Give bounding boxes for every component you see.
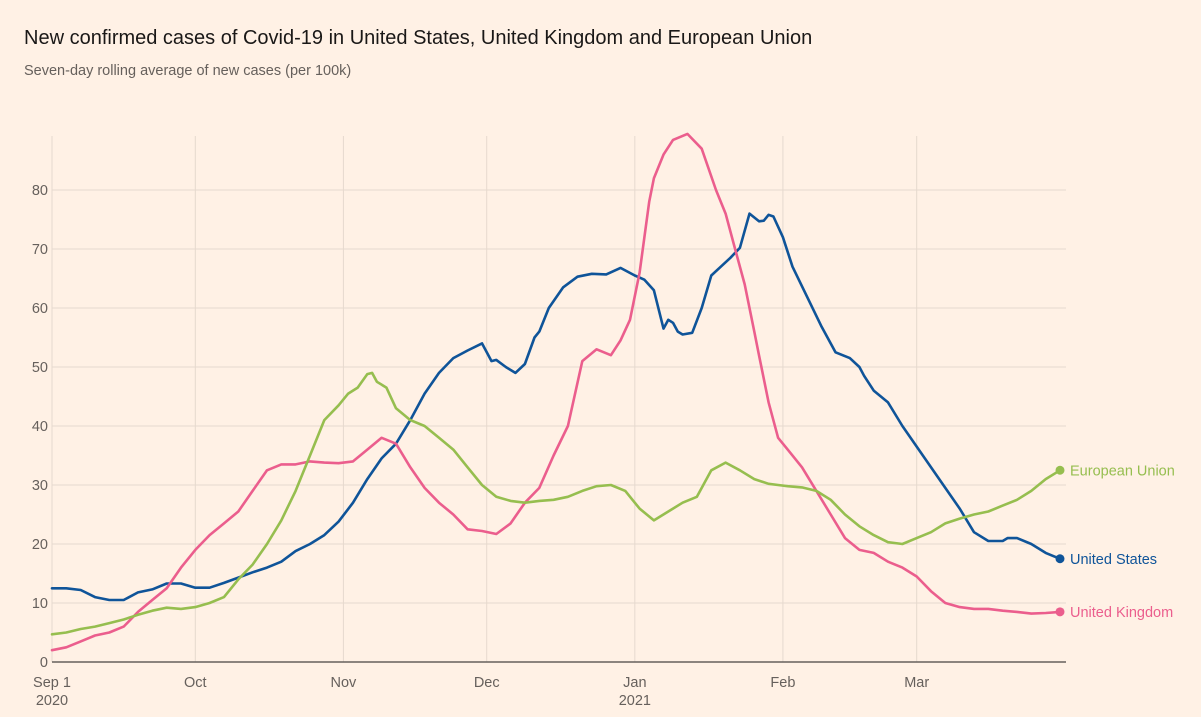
- y-tick-label: 50: [32, 360, 48, 376]
- x-tick-label: Jan: [623, 675, 646, 691]
- y-tick-label: 60: [32, 301, 48, 317]
- y-tick-label: 20: [32, 537, 48, 553]
- series-line-united-kingdom: [50, 132, 1062, 652]
- series-label-european-union: European Union: [1070, 463, 1175, 479]
- y-tick-label: 0: [40, 655, 48, 671]
- series-label-united-kingdom: United Kingdom: [1070, 605, 1173, 621]
- series-label-united-states: United States: [1070, 552, 1157, 568]
- series-line-united-states: [50, 212, 1062, 602]
- series-endpoint-european-union: [1055, 465, 1065, 475]
- chart-title: New confirmed cases of Covid-19 in Unite…: [24, 27, 813, 49]
- series-labels: United States United Kingdom European Unio…: [1070, 463, 1175, 621]
- y-tick-label: 40: [32, 419, 48, 435]
- gridlines: [51, 136, 1066, 662]
- x-tick-label: Oct: [184, 675, 207, 691]
- y-tick-label: 30: [32, 478, 48, 494]
- y-axis: 0 10 20 30 40 50 60 70 80: [32, 183, 48, 671]
- series-endpoint-united-kingdom: [1055, 607, 1065, 617]
- x-tick-label: Dec: [474, 675, 500, 691]
- x-tick-label: Sep 1: [33, 675, 71, 691]
- y-tick-label: 70: [32, 242, 48, 258]
- x-axis: Sep 1 2020 Oct Nov Dec Jan 2021 Feb Mar: [33, 661, 1066, 709]
- series-lines: [50, 132, 1065, 652]
- x-tick-label: Mar: [904, 675, 929, 691]
- x-tick-sublabel: 2021: [619, 693, 651, 709]
- x-tick-label: Nov: [331, 675, 358, 691]
- x-tick-label: Feb: [770, 675, 795, 691]
- series-line-european-union: [50, 371, 1062, 636]
- series-endpoint-united-states: [1055, 554, 1065, 564]
- chart-subtitle: Seven-day rolling average of new cases (…: [24, 63, 352, 79]
- y-tick-label: 10: [32, 596, 48, 612]
- y-tick-label: 80: [32, 183, 48, 199]
- x-tick-sublabel: 2020: [36, 693, 68, 709]
